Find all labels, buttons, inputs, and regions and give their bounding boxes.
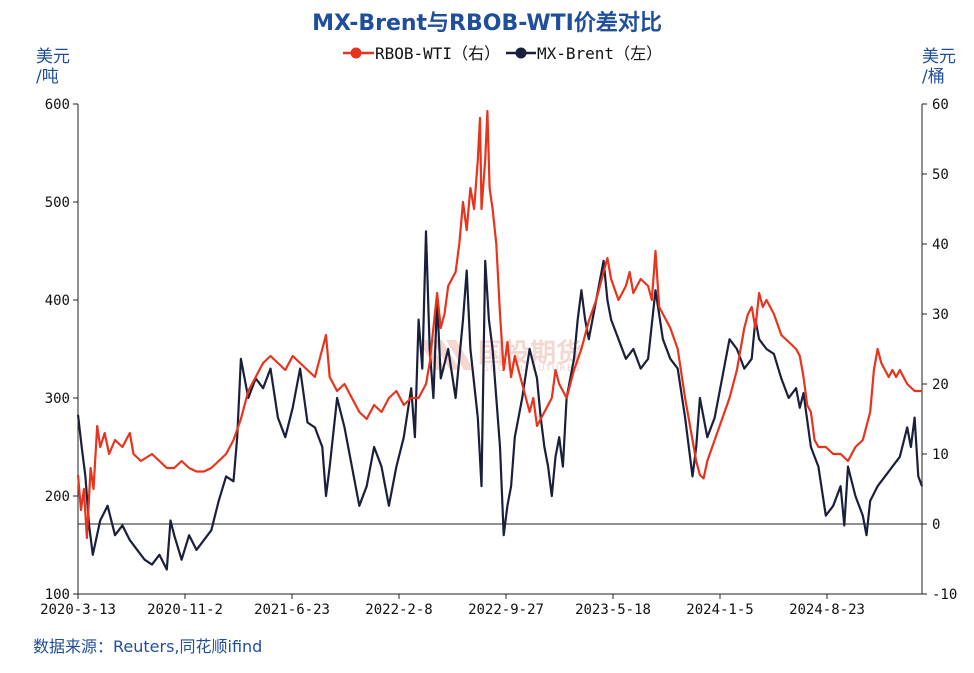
chart-title: MX-Brent与RBOB-WTI价差对比 — [312, 10, 662, 36]
series-line — [78, 111, 922, 538]
left-tick-label: 500 — [45, 195, 70, 211]
right-tick-label: 50 — [932, 167, 949, 183]
legend-rbob-label: RBOB-WTI（右） — [375, 44, 500, 63]
right-tick-label: -10 — [932, 587, 957, 603]
right-tick-label: 10 — [932, 447, 949, 463]
source-note: 数据来源：Reuters,同花顺ifind — [33, 637, 262, 656]
series-rbob-wti — [78, 111, 922, 538]
right-tick-label: 20 — [932, 377, 949, 393]
legend: RBOB-WTI（右） MX-Brent（左） — [343, 44, 662, 63]
left-tick-label: 100 — [45, 587, 70, 603]
x-tick-label: 2024-8-23 — [789, 602, 865, 618]
left-tick-label: 300 — [45, 391, 70, 407]
series-mx-brent — [78, 231, 922, 569]
left-tick-label: 400 — [45, 293, 70, 309]
x-tick-label: 2022-9-27 — [468, 602, 544, 618]
x-tick-label: 2021-6-23 — [254, 602, 330, 618]
right-tick-label: 30 — [932, 307, 949, 323]
right-tick-label: 60 — [932, 97, 949, 113]
chart: MX-Brent与RBOB-WTI价差对比 RBOB-WTI（右） MX-Bre… — [0, 0, 974, 673]
x-tick-label: 2022-2-8 — [365, 602, 432, 618]
x-tick-label: 2024-1-5 — [686, 602, 753, 618]
left-tick-label: 200 — [45, 489, 70, 505]
legend-rbob-marker — [351, 48, 362, 59]
left-tick-label: 600 — [45, 97, 70, 113]
right-axis-unit: 美元/桶 — [922, 47, 956, 87]
legend-mx-label: MX-Brent（左） — [537, 44, 662, 63]
left-axis-unit: 美元/吨 — [36, 47, 70, 87]
legend-mx-marker — [516, 48, 527, 59]
series-line — [78, 231, 922, 569]
x-tick-label: 2020-3-13 — [40, 602, 116, 618]
watermark-subtext: GUOTOU FUTURES — [482, 364, 580, 374]
x-tick-label: 2023-5-18 — [575, 602, 651, 618]
x-tick-label: 2020-11-2 — [147, 602, 223, 618]
right-tick-label: 40 — [932, 237, 949, 253]
right-tick-label: 0 — [932, 517, 940, 533]
